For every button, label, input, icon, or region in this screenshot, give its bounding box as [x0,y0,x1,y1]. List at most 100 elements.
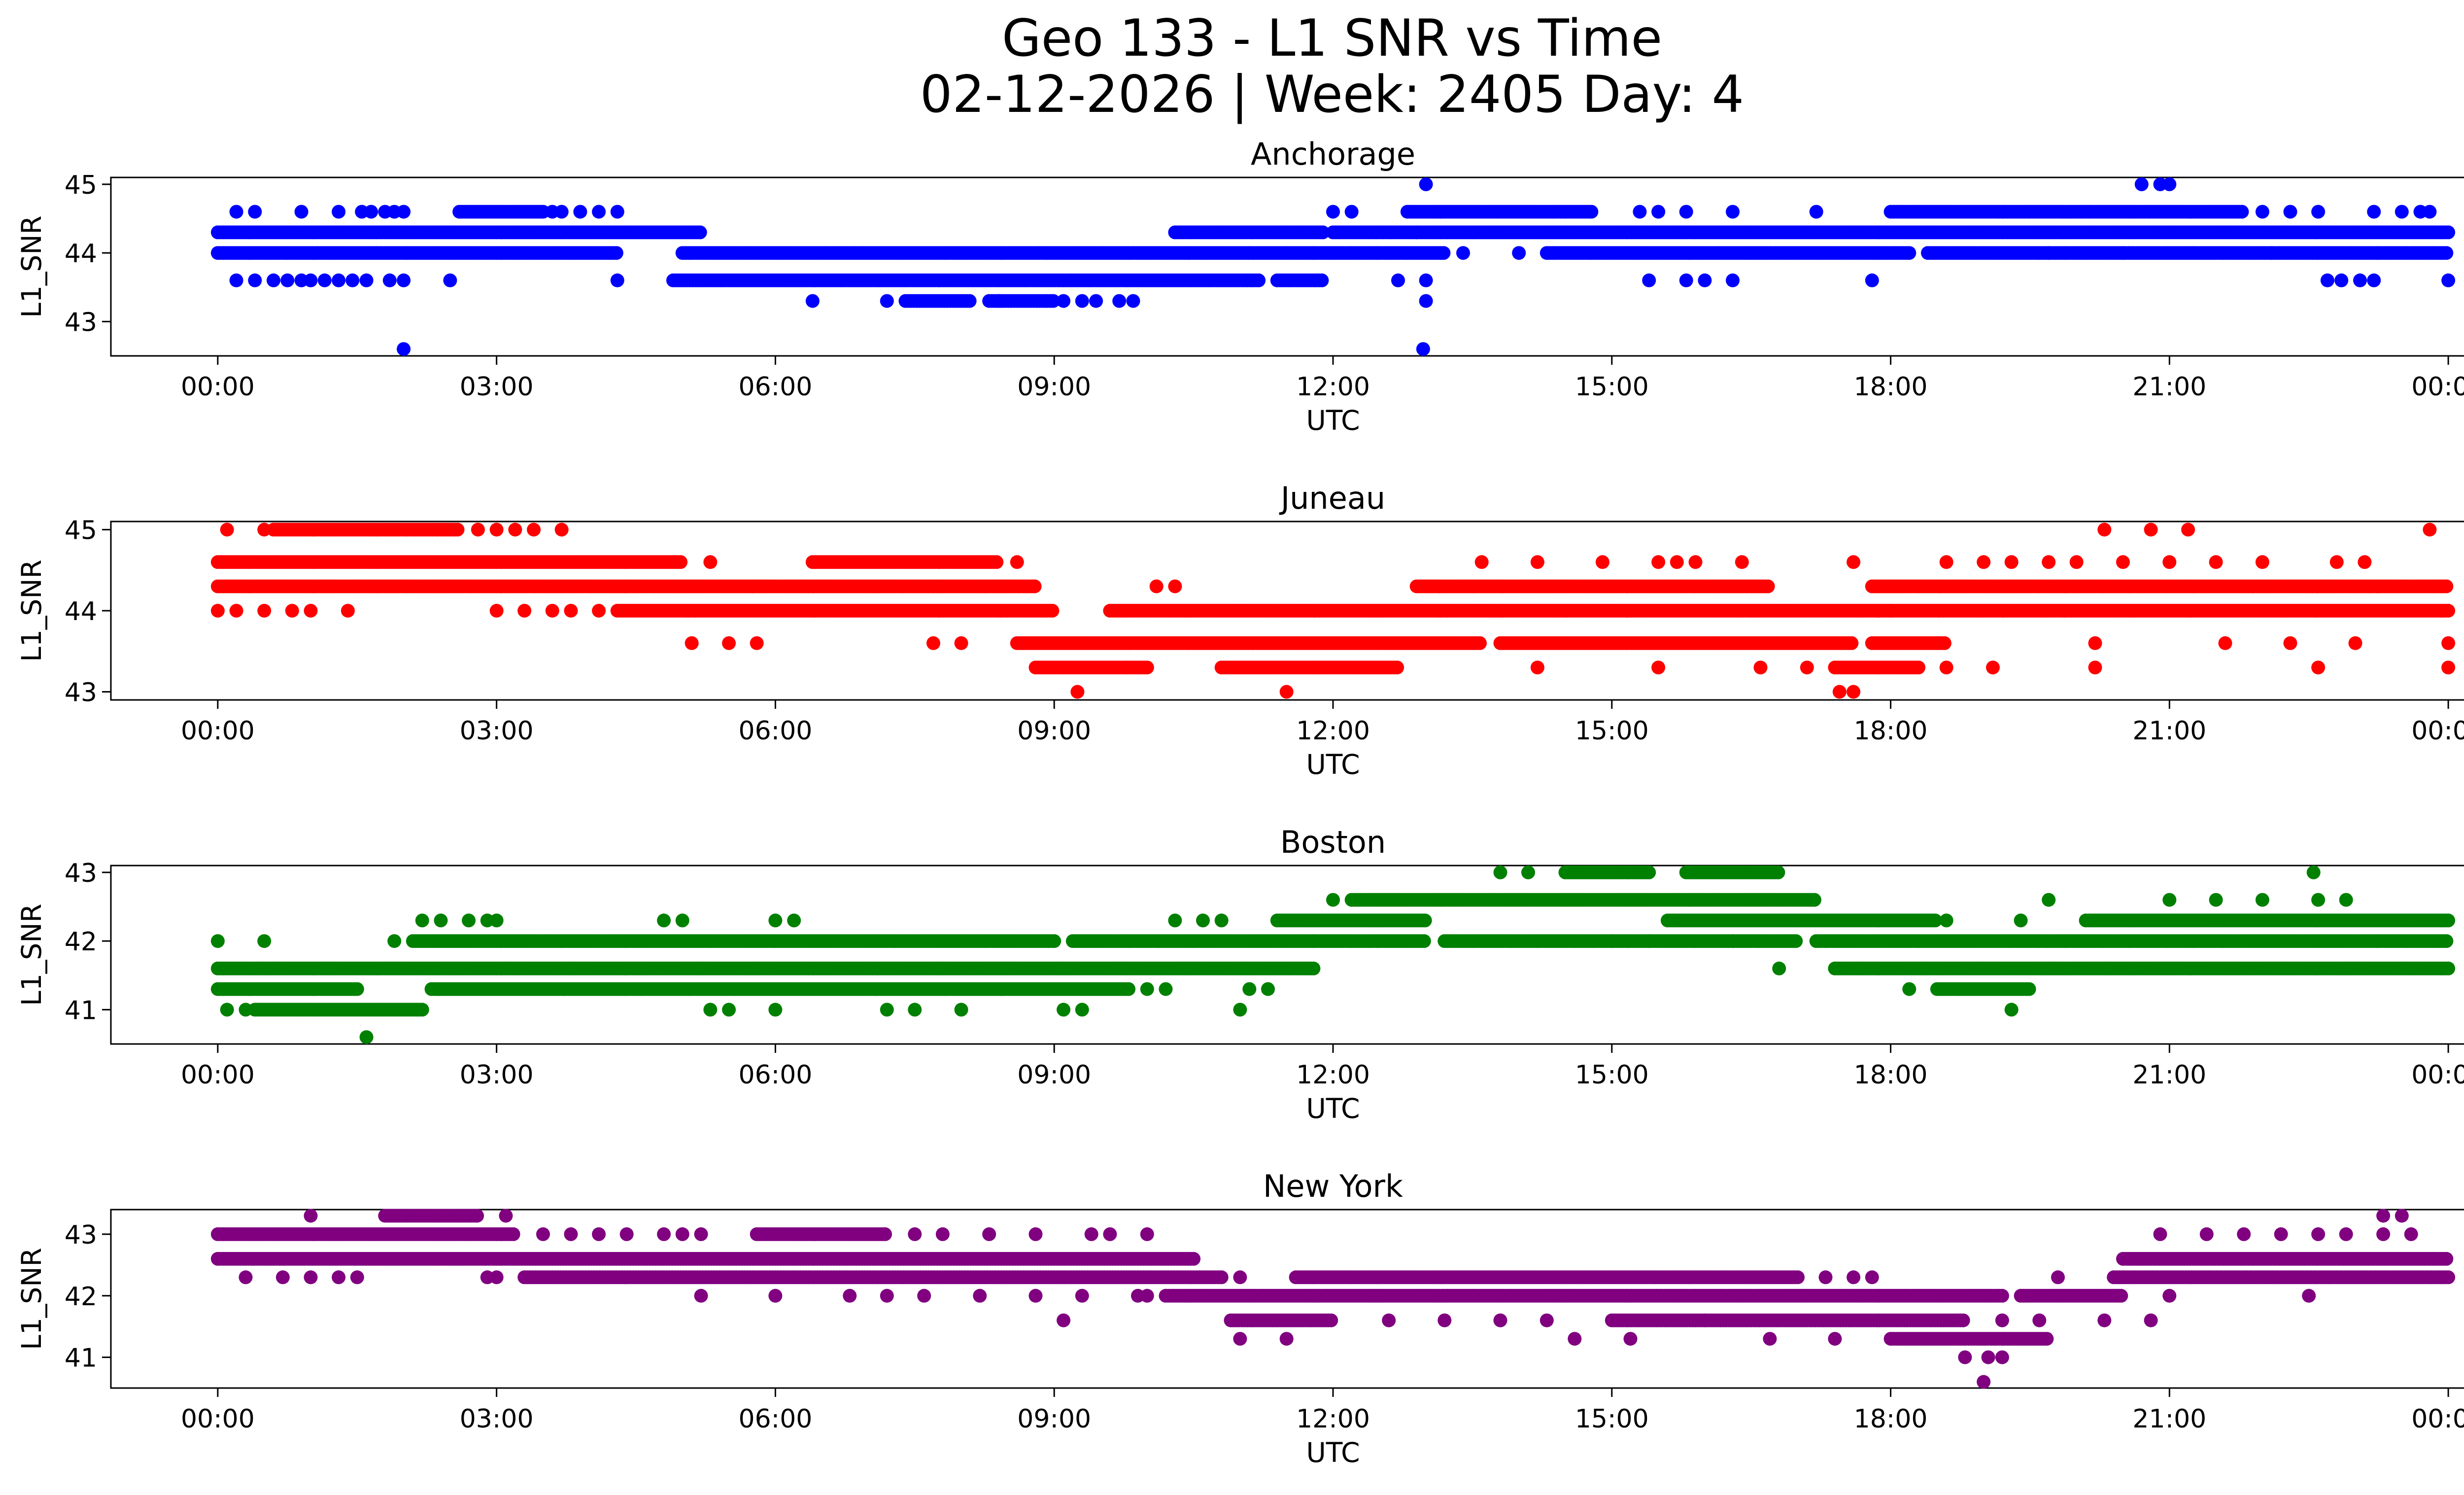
data-point [210,604,225,618]
data-point [1045,604,1060,618]
data-point [2042,555,2056,569]
data-point [1047,934,1061,948]
data-point [1726,205,1740,219]
data-point [1057,294,1071,308]
data-point [471,522,485,537]
data-point [1651,555,1666,569]
data-point [693,225,707,240]
data-point [359,273,374,287]
data-point [257,522,272,537]
data-point [450,522,465,537]
data-point [1149,579,1164,593]
panel-title: Anchorage [1251,136,1415,172]
data-point [2088,661,2102,675]
data-point [545,604,559,618]
data-point [1252,273,1266,287]
data-point [2353,273,2367,287]
data-point [397,273,411,287]
data-point [554,522,569,537]
data-point [229,273,243,287]
data-point [2441,225,2456,240]
data-point [1419,177,1433,191]
data-point [2441,273,2456,287]
data-point [1326,205,1340,219]
data-point [1832,685,1847,699]
data-point [364,205,378,219]
data-point [1316,225,1330,240]
data-point [954,636,968,650]
data-point [2367,205,2381,219]
data-point [382,273,397,287]
data-point [1809,205,1823,219]
x-tick-label: 06:00 [739,372,813,402]
data-point [2097,522,2112,537]
y-tick-label: 43 [65,308,97,337]
x-tick-label: 15:00 [1575,372,1649,402]
data-point [1800,661,1814,675]
data-point [294,205,308,219]
data-point [2116,555,2130,569]
figure-title: Geo 133 - L1 SNR vs Time [1002,9,1662,68]
data-point [2283,636,2297,650]
data-point [1344,205,1359,219]
data-point [2235,205,2249,219]
x-tick-label: 06:00 [739,716,813,746]
x-tick-label: 12:00 [1296,716,1370,746]
data-point [2264,246,2279,260]
data-point [527,522,541,537]
data-point [2004,555,2019,569]
data-point [489,522,504,537]
data-point [592,205,606,219]
data-point [992,294,1006,308]
data-point [2441,961,2456,975]
y-tick-label: 44 [65,239,97,269]
x-tick-label: 00:00 [2411,716,2464,746]
x-tick-label: 03:00 [460,716,534,746]
data-point [684,636,699,650]
data-point [1753,661,1768,675]
data-point [1912,661,1926,675]
data-point [517,604,532,618]
data-point [1075,294,1089,308]
data-point [508,522,522,537]
panel-title: Juneau [1279,480,1385,516]
data-point [564,604,578,618]
data-point [2334,273,2349,287]
y-axis-label: L1_SNR [16,215,47,317]
data-point [2218,636,2232,650]
data-point [1902,246,1916,260]
data-point [2116,246,2130,260]
data-point [1315,273,1329,287]
data-point [703,555,718,569]
data-point [1698,273,1712,287]
data-point [1390,661,1404,675]
data-point [345,273,360,287]
data-point [1761,579,1775,593]
y-axis-label: L1_SNR [16,559,47,661]
data-point [1168,579,1182,593]
data-point [1416,342,1430,356]
data-point [1419,294,1433,308]
x-tick-label: 21:00 [2132,372,2206,402]
x-tick-label: 18:00 [1854,716,1928,746]
data-point [1772,961,1786,975]
data-point [2162,177,2177,191]
data-point [1679,273,1693,287]
data-point [2042,246,2056,260]
data-point [2329,555,2344,569]
y-tick-label: 45 [65,516,97,545]
x-tick-label: 09:00 [1017,716,1091,746]
data-point [1089,294,1103,308]
data-point [2441,661,2456,675]
data-point [926,636,940,650]
data-point [397,342,411,356]
data-point [1010,555,1024,569]
data-point [2311,205,2326,219]
data-point [229,604,243,618]
data-point [257,604,272,618]
data-points [210,177,2456,356]
y-tick-label: 44 [65,597,97,626]
